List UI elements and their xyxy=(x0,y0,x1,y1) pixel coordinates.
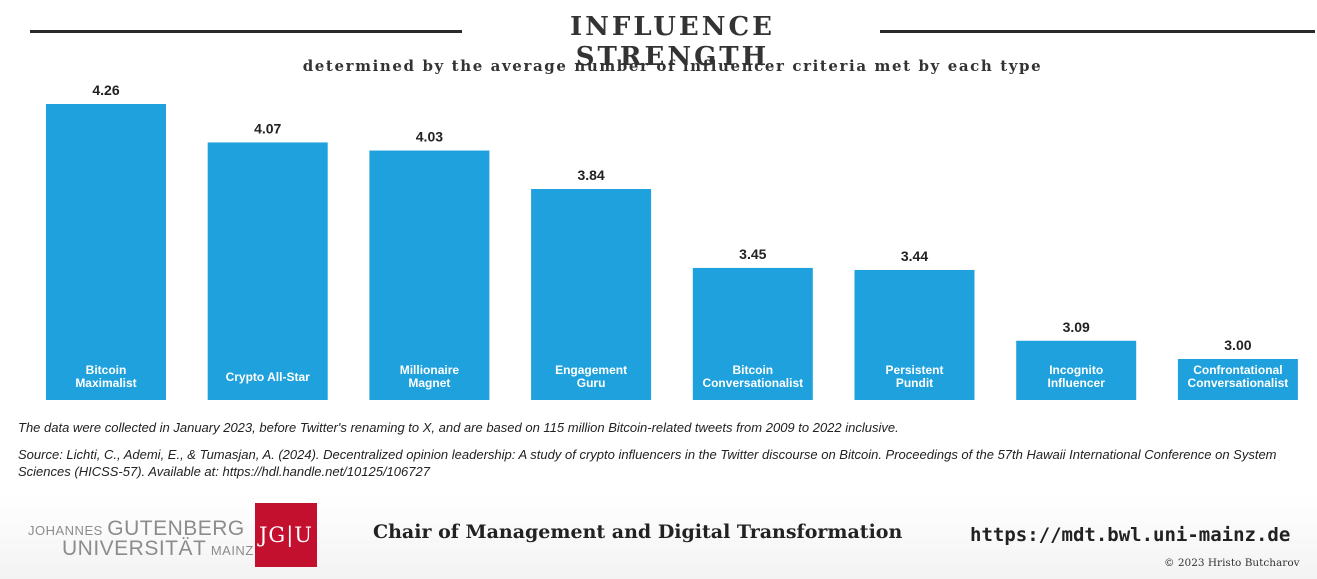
chair-name: Chair of Management and Digital Transfor… xyxy=(373,521,903,543)
bar-value-label: 3.00 xyxy=(1224,337,1251,353)
category-label: Bitcoin Maximalist xyxy=(75,363,136,390)
data-collection-note: The data were collected in January 2023,… xyxy=(18,420,899,435)
bar-value-label: 4.07 xyxy=(254,120,281,136)
jgu-logo: JG|U xyxy=(255,503,317,567)
title-row: INFLUENCE STRENGTH xyxy=(30,12,1315,72)
category-label: Engagement Guru xyxy=(555,363,627,390)
university-name-gutenberg: GUTENBERG xyxy=(107,517,245,540)
bar-value-label: 3.84 xyxy=(577,167,604,183)
bar xyxy=(46,104,166,400)
bar-value-label: 3.45 xyxy=(739,246,766,262)
university-name-universitat: UNIVERSITÄT xyxy=(62,537,207,560)
bar-value-label: 3.09 xyxy=(1063,319,1090,335)
bar xyxy=(369,150,490,400)
title-rule-left xyxy=(30,30,462,33)
category-label: Incognito Influencer xyxy=(1048,363,1106,390)
university-name-mainz: MAINZ xyxy=(210,543,254,558)
university-name-johannes: JOHANNES xyxy=(28,523,103,538)
bar xyxy=(692,267,813,400)
bar xyxy=(1177,359,1298,400)
chart-subtitle: determined by the average number of infl… xyxy=(302,57,1043,75)
bar xyxy=(1016,340,1137,400)
bar-chart: 4.26 Bitcoin Maximalist 4.07 Crypto All-Star… xyxy=(46,82,1298,400)
bar-value-label: 4.26 xyxy=(92,82,119,98)
bar xyxy=(854,269,975,400)
footer-band xyxy=(0,495,1317,579)
chart-title: INFLUENCE STRENGTH xyxy=(569,12,775,72)
bar xyxy=(531,189,652,400)
category-label: Confrontational Conversationalist xyxy=(1188,363,1289,390)
bar-value-label: 4.03 xyxy=(416,129,443,145)
category-label: Persistent Pundit xyxy=(885,363,943,390)
bar-value-label: 3.44 xyxy=(901,248,928,264)
copyright: © 2023 Hristo Butcharov xyxy=(1164,557,1300,569)
bar xyxy=(207,142,328,400)
category-label: Bitcoin Conversationalist xyxy=(702,363,803,390)
website-url: https://mdt.bwl.uni-mainz.de xyxy=(970,524,1291,546)
category-label: Crypto All-Star xyxy=(226,370,311,384)
title-rule-right xyxy=(880,30,1315,33)
source-citation: Source: Lichti, C., Ademi, E., & Tumasja… xyxy=(18,447,1277,479)
category-label: Millionaire Magnet xyxy=(400,363,460,390)
